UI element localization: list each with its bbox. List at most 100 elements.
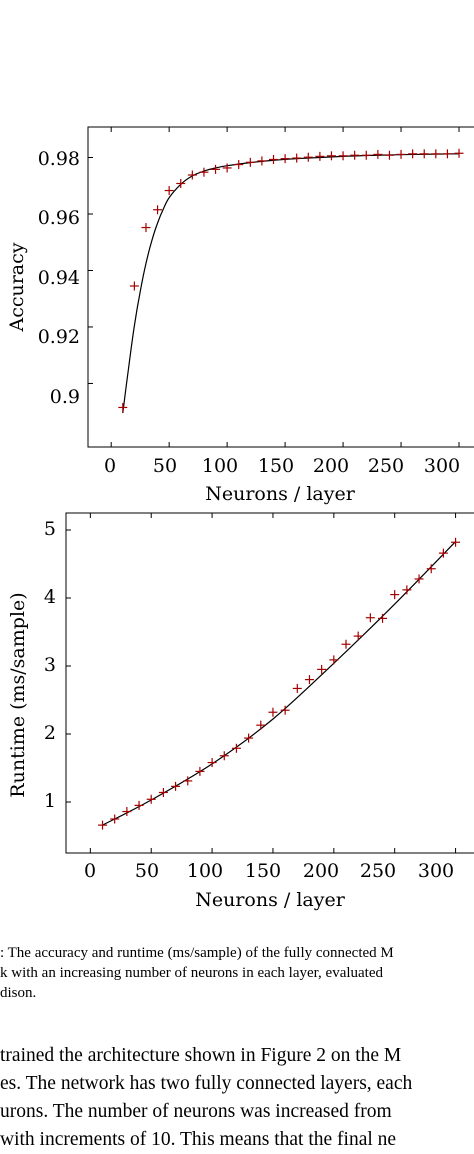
- y-tick-marks: [88, 157, 93, 384]
- x-tick-label: 100: [202, 455, 238, 477]
- plot-frame: [65, 512, 474, 854]
- data-point: [326, 151, 336, 161]
- x-tick-label: 50: [135, 860, 159, 882]
- data-points: [98, 537, 461, 830]
- data-point: [176, 178, 186, 188]
- data-point: [257, 156, 267, 166]
- data-point: [269, 154, 279, 164]
- data-point: [414, 574, 424, 584]
- data-point: [402, 585, 412, 595]
- x-tick-label: 150: [245, 860, 281, 882]
- data-point: [292, 683, 302, 693]
- data-point: [353, 631, 363, 641]
- x-tick-marks: [89, 513, 457, 853]
- x-axis-label: Neurons / layer: [195, 889, 345, 911]
- data-point: [361, 150, 371, 160]
- data-point: [171, 781, 181, 791]
- data-point: [419, 149, 429, 159]
- data-point: [211, 164, 221, 174]
- data-point: [303, 152, 313, 162]
- data-point: [195, 766, 205, 776]
- data-point: [98, 820, 108, 830]
- y-tick-label: 0.96: [38, 207, 80, 229]
- data-point: [315, 151, 325, 161]
- data-point: [365, 613, 375, 623]
- y-tick-label: 5: [44, 518, 56, 540]
- figure-caption: : The accuracy and runtime (ms/sample) o…: [0, 943, 474, 1003]
- data-point: [245, 157, 255, 167]
- body-line: urons. The number of neurons was increas…: [0, 1101, 392, 1122]
- data-point: [378, 613, 388, 623]
- data-point: [350, 150, 360, 160]
- data-point: [396, 149, 406, 159]
- x-tick-label: 200: [303, 860, 339, 882]
- data-point: [438, 548, 448, 558]
- x-tick-label: 0: [104, 455, 116, 477]
- x-tick-label: 250: [360, 860, 396, 882]
- data-point: [256, 720, 266, 730]
- x-tick-label: 300: [418, 860, 454, 882]
- y-tick-marks: [66, 529, 71, 803]
- caption-line: : The accuracy and runtime (ms/sample) o…: [0, 945, 394, 961]
- data-point: [234, 160, 244, 170]
- data-point: [141, 223, 151, 233]
- caption-line: k with an increasing number of neurons i…: [0, 965, 384, 981]
- x-tick-marks: [110, 127, 460, 447]
- data-point: [280, 705, 290, 715]
- data-point: [408, 149, 418, 159]
- data-point: [164, 186, 174, 196]
- data-point: [129, 281, 139, 291]
- data-point: [219, 751, 229, 761]
- data-point: [122, 807, 132, 817]
- y-tick-label: 1: [44, 790, 56, 812]
- y-tick-label: 0.94: [38, 267, 80, 289]
- data-point: [134, 800, 144, 810]
- y-tick-label: 2: [44, 722, 56, 744]
- data-point: [207, 758, 217, 768]
- data-point: [451, 537, 461, 547]
- y-tick-label: 0.98: [38, 148, 80, 170]
- data-point: [292, 153, 302, 163]
- body-line: with increments of 10. This means that t…: [0, 1129, 397, 1150]
- x-tick-label: 300: [424, 455, 460, 477]
- data-point: [373, 149, 383, 159]
- x-tick-label: 250: [368, 455, 404, 477]
- plot-frame: [87, 126, 474, 448]
- x-tick-label: 200: [313, 455, 349, 477]
- data-point: [431, 149, 441, 159]
- runtime-chart: 0 50 100 150 200 250 300 1 2 3 4 5 Neuro…: [7, 512, 474, 911]
- y-axis-label: Accuracy: [6, 242, 28, 332]
- data-point: [426, 564, 436, 574]
- y-tick-label: 0.92: [38, 326, 80, 348]
- body-paragraph: trained the architecture shown in Figure…: [0, 1042, 474, 1154]
- data-point: [158, 787, 168, 797]
- data-point: [222, 163, 232, 173]
- data-point: [199, 167, 209, 177]
- data-point: [384, 150, 394, 160]
- data-point: [280, 154, 290, 164]
- data-point: [317, 664, 327, 674]
- data-point: [244, 733, 254, 743]
- data-point: [304, 675, 314, 685]
- y-tick-label: 4: [44, 586, 56, 608]
- data-point: [442, 149, 452, 159]
- y-tick-label: 3: [44, 654, 56, 676]
- data-point: [231, 743, 241, 753]
- y-tick-label: 0.9: [50, 386, 80, 408]
- x-tick-label: 50: [153, 455, 177, 477]
- data-point: [390, 590, 400, 600]
- fit-curve: [102, 541, 457, 826]
- x-axis-label: Neurons / layer: [205, 483, 355, 505]
- data-point: [146, 794, 156, 804]
- data-point: [341, 639, 351, 649]
- data-point: [454, 148, 464, 158]
- x-tick-label: 150: [258, 455, 294, 477]
- data-points: [118, 148, 464, 412]
- y-axis-label: Runtime (ms/sample): [7, 592, 29, 797]
- data-point: [183, 776, 193, 786]
- caption-line: dison.: [0, 985, 37, 1001]
- x-tick-label: 100: [187, 860, 223, 882]
- body-line: trained the architecture shown in Figure…: [0, 1045, 402, 1066]
- data-point: [187, 170, 197, 180]
- data-point: [153, 205, 163, 215]
